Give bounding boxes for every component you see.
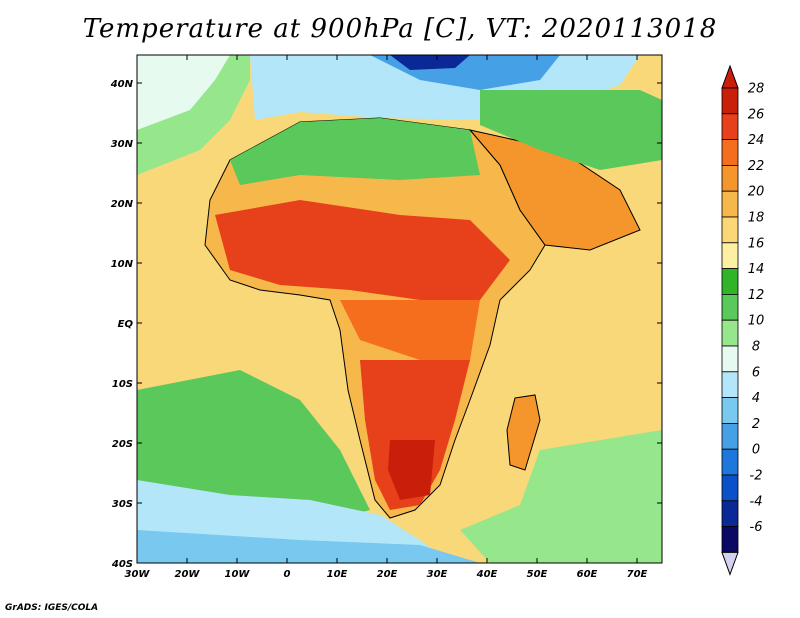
colorbar-swatch (721, 164, 739, 192)
colorbar-label: 10 (748, 314, 765, 329)
lat-tick-label: 20S (112, 439, 133, 450)
colorbar-label: 8 (752, 340, 760, 355)
colorbar-swatch (721, 113, 739, 141)
colorbar-swatch (721, 526, 739, 553)
credit-label: GrADS: IGES/COLA (5, 603, 99, 613)
colorbar-label: -2 (750, 469, 763, 484)
lat-tick-label: 40S (111, 559, 133, 570)
colorbar-swatch (721, 371, 739, 398)
lat-tick-label: 10S (112, 379, 133, 390)
colorbar-swatch (721, 139, 739, 166)
map-axes: 30W 20W 10W 0 10E 20E 30E 40E 50E 60E 70E 40S 30S 20S… (110, 55, 662, 580)
southern-africa-hot-zone (360, 360, 470, 510)
sahel-hot-zone (215, 200, 510, 300)
colorbar-swatch (721, 422, 739, 450)
central-africa-warm (340, 300, 480, 360)
lon-tick-label: 20W (175, 569, 201, 580)
colorbar-swatch (721, 397, 739, 424)
lat-tick-label: 20N (111, 199, 134, 210)
arctic-cold-core (390, 55, 470, 70)
lon-tick-label: 20E (377, 569, 398, 580)
colorbar-swatch (721, 500, 739, 527)
colorbar-swatch (721, 216, 739, 244)
colorbar-label: 22 (748, 159, 765, 174)
lat-tick-label: 40N (110, 79, 134, 90)
lon-tick-label: 70E (627, 569, 648, 580)
colorbar-label: 18 (748, 211, 765, 226)
lon-tick-label: 30E (427, 569, 448, 580)
colorbar-label: 14 (748, 262, 765, 277)
lon-tick-label: 50E (527, 569, 548, 580)
colorbar-swatch (721, 268, 739, 295)
lon-tick-label: 10E (327, 569, 348, 580)
plot-area (137, 55, 662, 563)
colorbar-swatch (721, 87, 739, 115)
southwest-asia-green (480, 90, 662, 170)
lat-tick-label: 30N (111, 139, 134, 150)
lat-tick-label: EQ (118, 319, 134, 330)
madagascar (506, 394, 541, 471)
colorbar-swatch (721, 242, 739, 270)
lon-tick-label: 40E (476, 569, 498, 580)
colorbar-label: 12 (748, 288, 765, 303)
lon-tick-label: 30W (125, 569, 151, 580)
colorbar-label: -4 (750, 494, 763, 509)
south-atlantic-cool-field (137, 370, 370, 520)
north-atlantic-cold-field (137, 55, 230, 130)
kalahari-core (388, 440, 435, 500)
plot-frame (136, 54, 663, 564)
southern-ocean-field (137, 530, 480, 563)
colorbar-swatch (721, 474, 739, 502)
colorbar-swatch (721, 190, 739, 218)
lon-tick-label: 60E (577, 569, 598, 580)
colorbar-under-triangle (721, 551, 739, 576)
sahara-green-band (230, 118, 480, 185)
colorbar-label: 0 (752, 443, 760, 458)
colorbar-label: 20 (748, 185, 765, 200)
colorbar-label: 2 (752, 417, 760, 432)
lat-tick-label: 10N (111, 259, 134, 270)
colorbar-label: 16 (748, 236, 765, 251)
colorbar-swatch (721, 293, 739, 321)
colorbar-label: 24 (748, 133, 765, 148)
map-title: Temperature at 900hPa [C], VT: 202011301… (82, 14, 718, 44)
lat-tick-label: 30S (112, 499, 133, 510)
colorbar-swatch (721, 345, 739, 373)
colorbar-label: 4 (752, 391, 760, 406)
lon-tick-label: 0 (284, 569, 291, 580)
colorbar-label: -6 (750, 520, 763, 535)
colorbar-label: 26 (748, 107, 765, 122)
colorbar-over-triangle (721, 64, 739, 89)
colorbar-label: 6 (752, 365, 760, 380)
lon-tick-label: 10W (225, 569, 251, 580)
colorbar-label: 28 (748, 82, 765, 97)
colorbar-swatch (721, 448, 739, 476)
south-indian-cool-field (460, 430, 662, 563)
colorbar-swatch (721, 319, 739, 347)
